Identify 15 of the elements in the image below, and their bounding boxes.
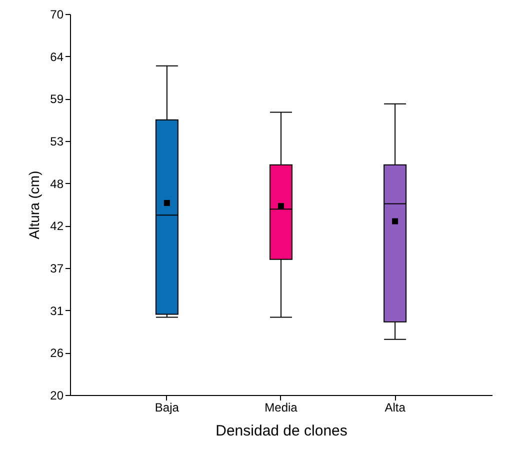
y-tick-label: 31 (50, 304, 64, 318)
y-tick-label: 64 (50, 50, 64, 64)
x-tick-label: Media (264, 400, 298, 414)
y-tick-label: 53 (50, 134, 64, 149)
x-tick-label: Alta (384, 400, 406, 414)
x-tick-label: Baja (154, 400, 180, 414)
y-tick-label: 20 (50, 388, 64, 402)
x-axis-title: Densidad de clones (216, 422, 348, 440)
y-axis-title: Altura (cm) (26, 170, 42, 240)
y-tick-label: 70 (50, 8, 64, 22)
y-tick-label: 26 (50, 346, 64, 360)
y-tick-label: 37 (50, 261, 64, 276)
y-tick-label: 48 (50, 176, 64, 191)
y-tick-label: 42 (50, 219, 64, 234)
y-tick-label: 59 (50, 92, 64, 106)
